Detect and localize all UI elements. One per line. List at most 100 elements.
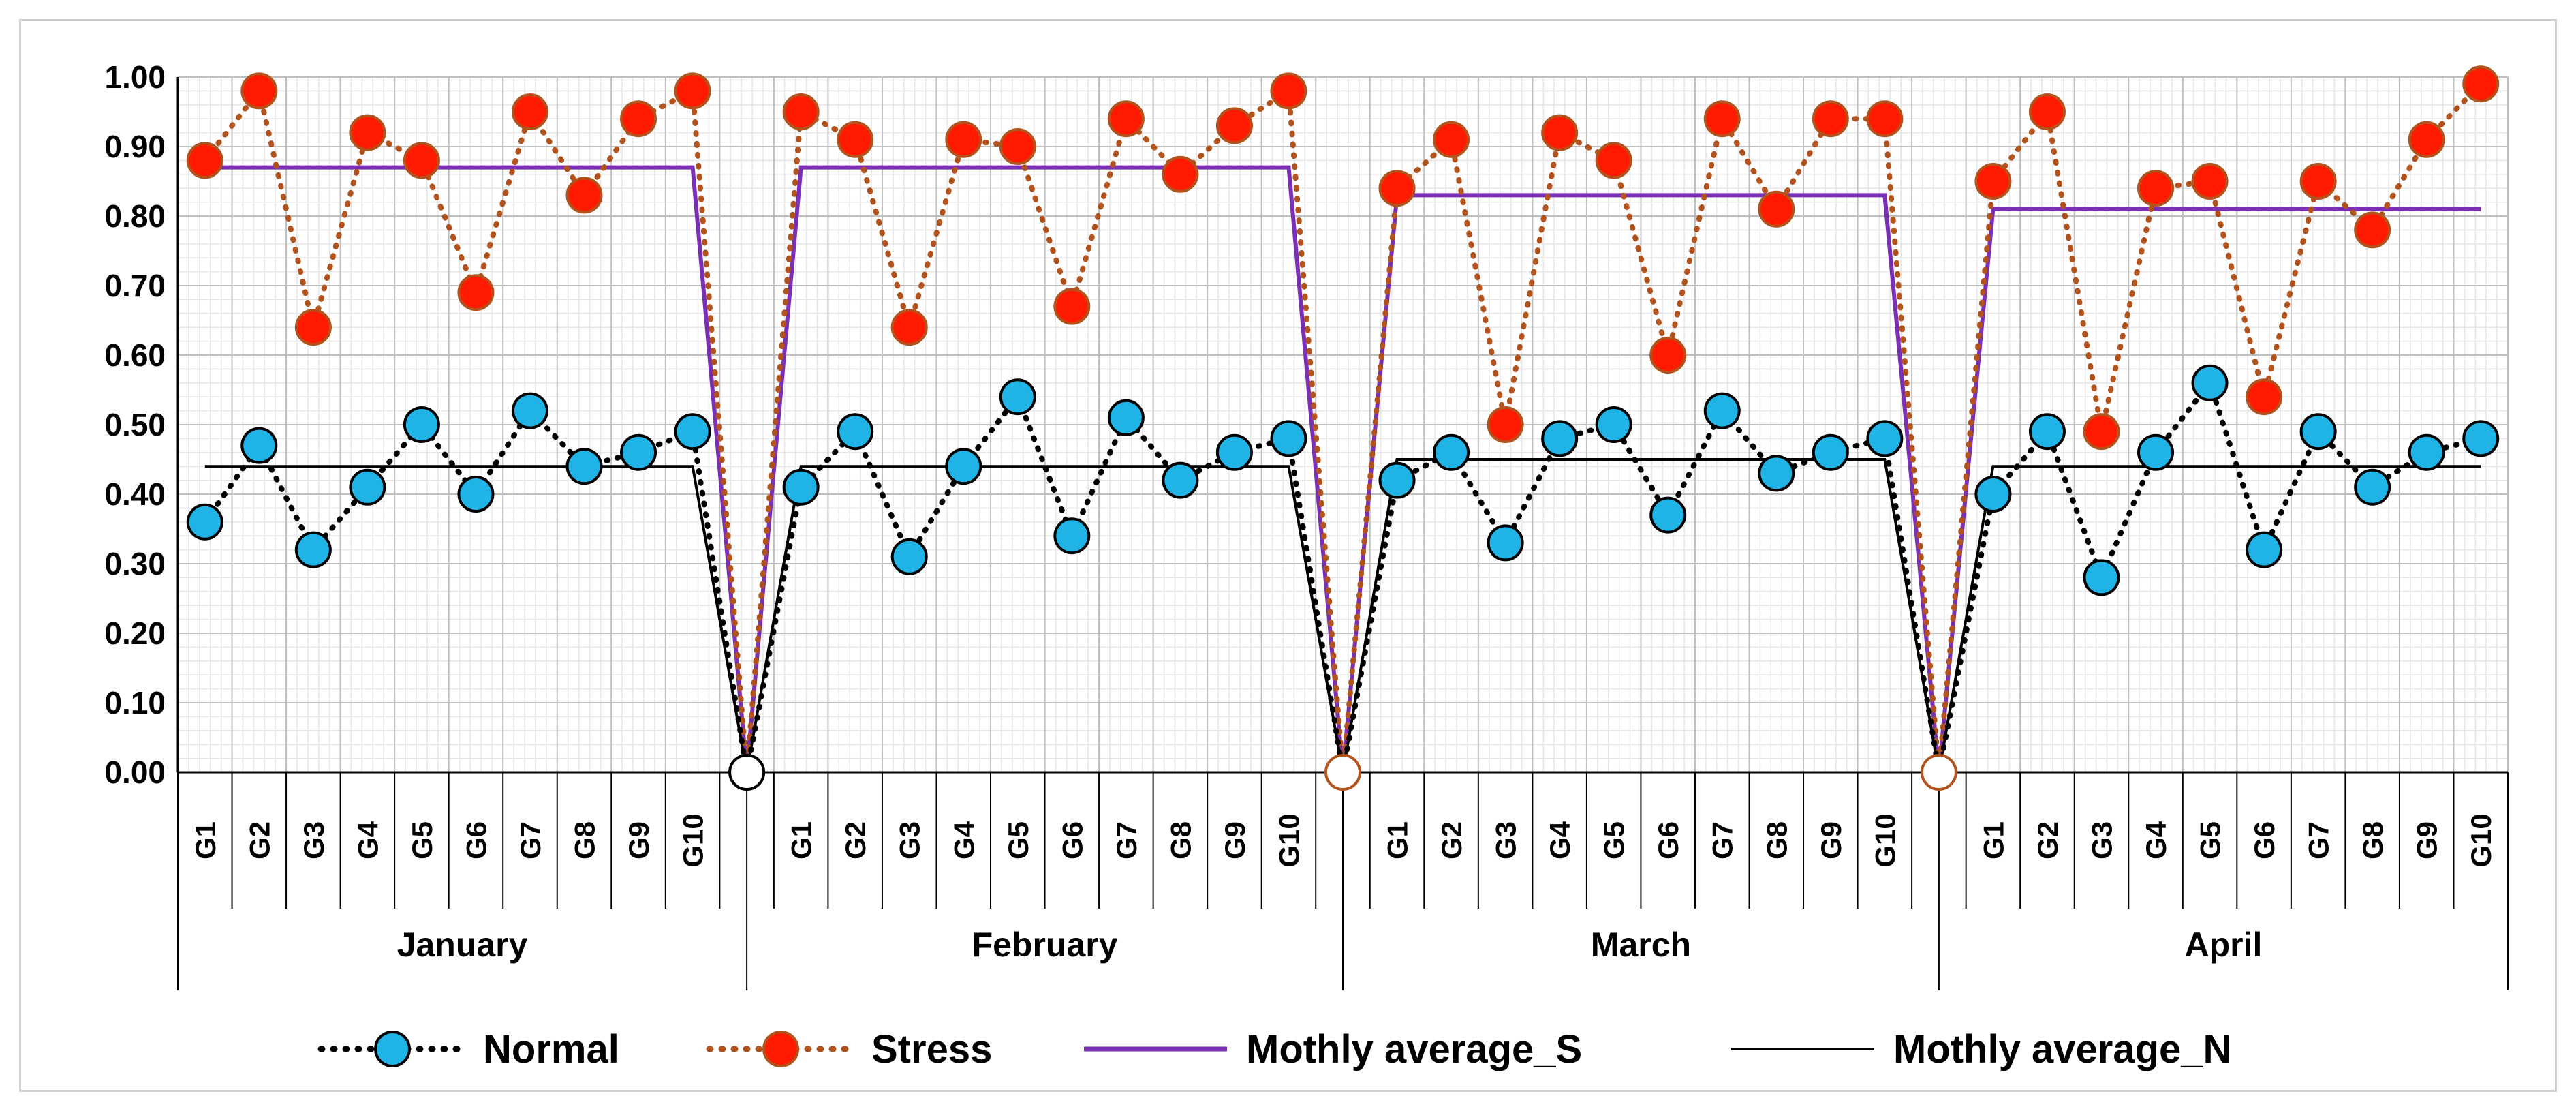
stress-point	[2191, 163, 2229, 200]
stress-point	[186, 142, 223, 179]
y-tick-label: 0.00	[104, 755, 166, 790]
normal-point	[728, 754, 766, 791]
stress-point	[1974, 163, 2012, 200]
x-tick-label: G7	[1707, 821, 1739, 859]
stress-point	[565, 177, 603, 214]
y-tick-label: 0.60	[104, 337, 166, 373]
x-tick-label: G7	[1111, 821, 1143, 859]
normal-point	[1487, 524, 1524, 562]
x-tick-label: G6	[460, 821, 492, 859]
normal-point	[2408, 433, 2445, 471]
x-tick-label: G10	[1869, 813, 1901, 867]
stress-point	[1541, 114, 1579, 151]
normal-point	[1812, 433, 1849, 471]
x-tick-label: G4	[948, 821, 980, 859]
stress-point	[2083, 413, 2120, 451]
normal-point	[1270, 420, 1307, 457]
stress-point	[240, 72, 278, 110]
normal-point	[565, 448, 603, 485]
normal-point	[294, 531, 332, 568]
x-tick-label: G1	[786, 821, 818, 859]
normal-point	[999, 378, 1036, 416]
stress-point	[620, 100, 657, 138]
stress-point	[1703, 100, 1741, 138]
normal-point	[457, 476, 495, 513]
x-tick-label: G3	[2085, 821, 2117, 859]
normal-point	[1162, 461, 1199, 499]
y-tick-label: 0.80	[104, 198, 166, 234]
normal-point	[2299, 413, 2337, 451]
y-tick-label: 0.30	[104, 546, 166, 581]
stress-point	[2408, 121, 2445, 158]
normal-point	[1758, 455, 1795, 492]
line-chart: 0.00 0.10 0.20 0.30 0.40 0.50 0.60 0.70 0.80 0.90…	[104, 59, 2509, 1071]
x-tick-label: G8	[2357, 821, 2389, 859]
normal-point	[2137, 433, 2175, 471]
normal-point	[349, 468, 386, 506]
x-tick-label: G4	[352, 821, 384, 859]
x-tick-label: G3	[1490, 821, 1522, 859]
normal-point	[1595, 406, 1632, 443]
x-tick-label: G6	[2248, 821, 2280, 859]
stress-point	[1107, 100, 1145, 138]
stress-point	[1487, 406, 1524, 443]
normal-point	[2246, 531, 2283, 568]
normal-point	[2083, 559, 2120, 596]
legend-marker-stress	[762, 1031, 799, 1067]
x-tick-label: G2	[839, 821, 871, 859]
stress-point	[1595, 142, 1632, 179]
normal-point	[511, 392, 548, 429]
normal-point	[2354, 468, 2391, 506]
normal-point	[1541, 420, 1579, 457]
normal-point	[2462, 420, 2500, 457]
chart-frame: 0.00 0.10 0.20 0.30 0.40 0.50 0.60 0.70 0.80 0.90…	[19, 19, 2557, 1092]
stress-point	[890, 309, 928, 346]
x-tick-label: G1	[189, 821, 221, 859]
normal-point	[620, 433, 657, 471]
x-tick-label: G8	[1164, 821, 1196, 859]
normal-point	[782, 468, 820, 506]
stress-point	[349, 114, 386, 151]
month-label: January	[397, 926, 528, 964]
stress-point	[2462, 65, 2500, 103]
stress-point	[1324, 754, 1361, 791]
normal-point	[1378, 461, 1416, 499]
stress-point	[1378, 170, 1416, 207]
y-tick-label: 1.00	[104, 59, 166, 95]
month-labels: January February March April	[397, 926, 2263, 964]
stress-point	[1270, 72, 1307, 110]
x-tick-label: G9	[623, 821, 655, 859]
normal-point	[2028, 413, 2066, 451]
normal-point	[403, 406, 440, 443]
x-tick-label: G9	[2411, 821, 2443, 859]
stress-point	[403, 142, 440, 179]
normal-point	[1215, 433, 1253, 471]
stress-point	[511, 93, 548, 130]
legend-label-normal: Normal	[483, 1027, 619, 1071]
y-tick-label: 0.10	[104, 685, 166, 720]
y-tick-label: 0.70	[104, 268, 166, 303]
stress-point	[2137, 170, 2175, 207]
normal-point	[945, 448, 982, 485]
stress-point	[1433, 121, 1470, 158]
normal-point	[1107, 399, 1145, 436]
x-tick-label: G1	[1977, 821, 2009, 859]
y-tick-label: 0.90	[104, 129, 166, 164]
month-label: February	[972, 926, 1118, 964]
x-tick-label: G9	[1815, 821, 1847, 859]
legend-label-mothly-average-s: Mothly average_S	[1246, 1027, 1582, 1071]
x-tick-label: G10	[2465, 813, 2497, 867]
normal-point	[1866, 420, 1904, 457]
stress-point	[2299, 163, 2337, 200]
x-tick-label: G6	[1652, 821, 1684, 859]
normal-point	[1974, 476, 2012, 513]
stress-point	[1215, 107, 1253, 144]
x-tick-label: G9	[1219, 821, 1251, 859]
normal-point	[1053, 517, 1091, 555]
stress-point	[674, 72, 711, 110]
month-label: March	[1591, 926, 1691, 964]
stress-point	[945, 121, 982, 158]
y-tick-labels: 0.00 0.10 0.20 0.30 0.40 0.50 0.60 0.70 0.80 0.90…	[104, 59, 166, 790]
stress-point	[294, 309, 332, 346]
plot-area	[186, 65, 2500, 791]
